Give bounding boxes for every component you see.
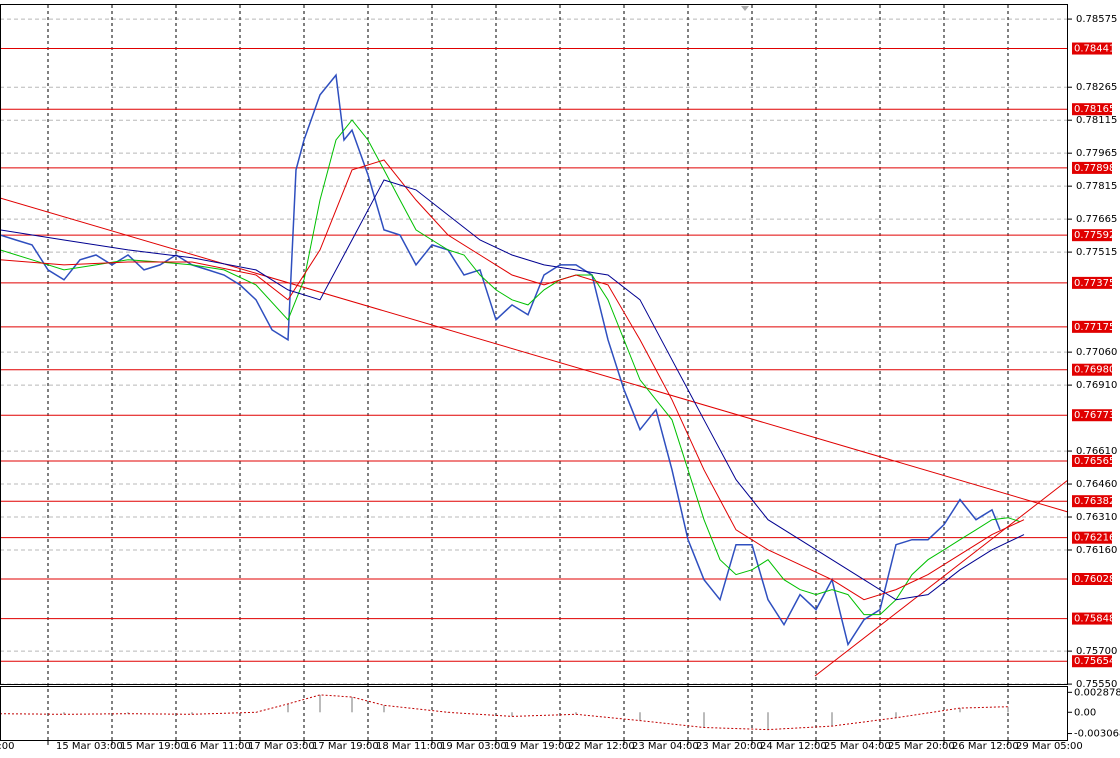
y-tick-label: 0.77815 [1076,181,1117,192]
level-badge [1072,161,1112,174]
y-tick-label: 0.76310 [1076,512,1117,523]
y-tick-label: 0.77665 [1076,214,1117,225]
x-tick-label: 25 Mar 04:00 [824,741,891,752]
main-frame [0,4,1068,685]
level-label: 0.75654 [1074,656,1115,667]
level-badge [1072,454,1112,467]
y-tick-label: 0.78265 [1076,82,1117,93]
level-label: 0.78441 [1074,44,1115,55]
osc-bar [511,712,513,717]
oscillator [0,694,1009,731]
x-tick-label: 16 Mar 11:00 [184,741,251,752]
level-badge [1072,276,1112,289]
level-label: 0.78165 [1074,104,1115,115]
osc-bar [319,694,321,713]
osc-bar [63,712,65,715]
trend-line [0,197,1069,513]
level-label: 0.76216 [1074,533,1115,544]
level-badge [1072,320,1112,333]
x-tick-label: 25 Mar 20:00 [888,741,955,752]
level-label: 0.77175 [1074,322,1115,333]
support-line [814,479,1069,677]
level-label: 0.76980 [1074,365,1115,376]
moving-average [0,179,1025,601]
osc-tick-label: 0.002878 [1074,687,1120,698]
level-badge [1072,409,1112,422]
y-tick-label: 0.77515 [1076,247,1117,258]
osc-bar [287,703,289,713]
levels [0,48,1068,662]
shift-marker [741,6,749,11]
osc-bar [767,712,769,730]
sub-frame [0,686,1068,741]
level-badge [1072,42,1112,55]
y-tick-label: 0.75700 [1076,646,1117,657]
osc-bar [575,712,577,715]
y-tick-label: 0.78575 [1076,14,1117,25]
x-tick-label: 18 Mar 11:00 [376,741,443,752]
x-tick-label: 17 Mar 19:00 [312,741,379,752]
osc-bar [639,712,641,721]
osc-signal [0,694,1009,731]
osc-bar [1007,706,1009,713]
level-label: 0.76382 [1074,496,1115,507]
x-tick-label: 15 Mar 19:00 [120,741,187,752]
series [0,73,1025,647]
osc-bar [351,697,353,713]
x-tick-label: 23 Mar 04:00 [632,741,699,752]
y-tick-label: 0.76910 [1076,380,1117,391]
level-badge [1072,531,1112,544]
x-tick-label: 22 Mar 12:00 [568,741,635,752]
level-badge [1072,655,1112,668]
level-badge [1072,495,1112,508]
x-tick-label: 1:00 [0,741,14,752]
level-badge [1072,229,1112,242]
y-tick-label: 0.76160 [1076,545,1117,556]
x-tick-label: 17 Mar 03:00 [248,741,315,752]
moving-average [0,159,1025,601]
level-label: 0.75848 [1074,614,1115,625]
x-tick-label: 23 Mar 20:00 [696,741,763,752]
level-label: 0.76028 [1074,574,1115,585]
level-label: 0.76565 [1074,456,1115,467]
osc-tick-label: 0.00 [1074,707,1096,718]
level-label: 0.76773 [1074,410,1115,421]
y-tick-label: 0.75550 [1076,679,1117,690]
level-label: 0.77898 [1074,163,1115,174]
osc-tick-label: -0.003068 [1074,729,1120,740]
y-tick-label: 0.77965 [1076,148,1117,159]
level-badge [1072,573,1112,586]
x-tick-label: 19 Mar 19:00 [504,741,571,752]
level-label: 0.77375 [1074,278,1115,289]
y-tick-label: 0.76610 [1076,446,1117,457]
x-tick-label: 19 Mar 03:00 [440,741,507,752]
labels: 0.78575 0.78265 0.78115 0.77965 0.77815 0.776… [0,14,1120,752]
osc-bar [959,708,961,713]
osc-bar [127,712,129,714]
x-tick-label: 24 Mar 12:00 [760,741,827,752]
x-tick-label: 29 Mar 05:00 [1016,741,1083,752]
moving-average [0,119,1021,616]
level-badge [1072,363,1112,376]
osc-bar [447,712,449,713]
osc-bar [831,712,833,727]
x-tick-label: 15 Mar 03:00 [56,741,123,752]
osc-bar [191,712,193,715]
osc-bar [703,712,705,728]
osc-bar [383,705,385,713]
level-badge [1072,612,1112,625]
x-tick-label: 26 Mar 12:00 [952,741,1019,752]
level-label: 0.77592 [1074,230,1115,241]
level-badge [1072,103,1112,116]
osc-bar [895,712,897,718]
y-tick-label: 0.78115 [1076,115,1117,126]
y-tick-label: 0.76460 [1076,479,1117,490]
y-tick-label: 0.77060 [1076,347,1117,358]
